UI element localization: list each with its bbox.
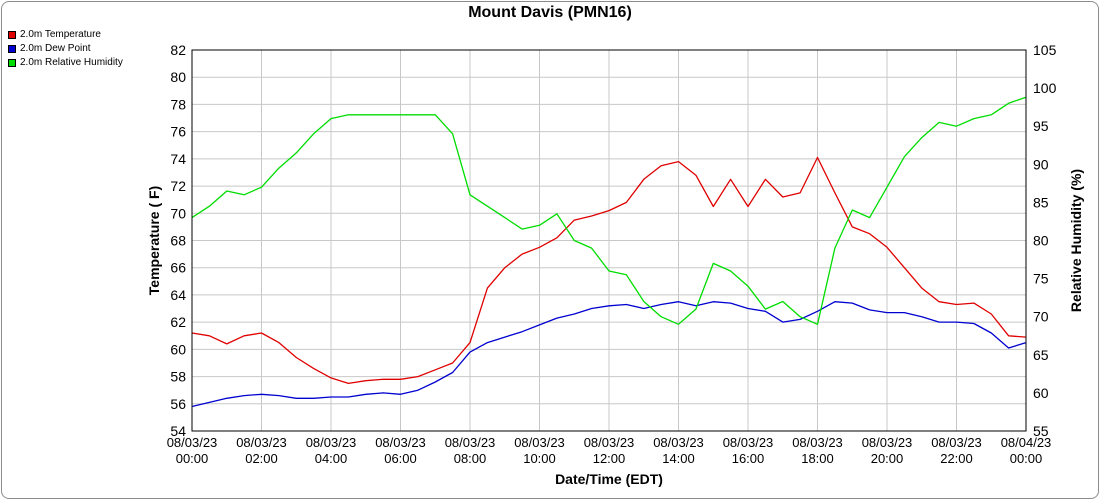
- chart-title: Mount Davis (PMN16): [468, 4, 632, 21]
- legend-label-relative-humidity: 2.0m Relative Humidity: [20, 57, 123, 68]
- x-tick-date-label: 08/03/23: [306, 435, 357, 450]
- x-tick-time-label: 20:00: [871, 451, 904, 466]
- legend-swatch-temperature: [8, 31, 16, 39]
- y2-tick-label: 80: [1033, 233, 1049, 249]
- x-tick-date-label: 08/03/23: [931, 435, 982, 450]
- series-line-2: [191, 96, 1027, 325]
- x-tick-date-label: 08/03/23: [445, 435, 496, 450]
- x-tick-time-label: 18:00: [801, 451, 834, 466]
- x-tick-time-label: 16:00: [732, 451, 765, 466]
- y-tick-label: 70: [170, 205, 186, 221]
- y-tick-label: 62: [170, 314, 186, 330]
- legend-item-relative-humidity: 2.0m Relative Humidity: [8, 56, 123, 70]
- legend-swatch-relative-humidity: [8, 59, 16, 67]
- y2-tick-label: 90: [1033, 156, 1049, 172]
- y-tick-label: 58: [170, 369, 186, 385]
- x-tick-time-label: 12:00: [593, 451, 626, 466]
- legend-item-temperature: 2.0m Temperature: [8, 28, 123, 42]
- legend-label-temperature: 2.0m Temperature: [20, 29, 101, 40]
- y-tick-label: 56: [170, 396, 186, 412]
- y2-tick-label: 75: [1033, 271, 1049, 287]
- y2-tick-label: 100: [1033, 80, 1057, 96]
- y-tick-label: 72: [170, 178, 186, 194]
- y-tick-label: 66: [170, 260, 186, 276]
- plot-area-border: [191, 49, 1027, 432]
- x-tick-date-label: 08/03/23: [167, 435, 218, 450]
- y2-tick-label: 95: [1033, 118, 1049, 134]
- x-tick-time-label: 06:00: [384, 451, 417, 466]
- x-axis-label: Date/Time (EDT): [555, 471, 663, 487]
- x-tick-time-label: 00:00: [176, 451, 209, 466]
- y2-tick-label: 105: [1033, 42, 1057, 58]
- y-tick-label: 74: [170, 151, 186, 167]
- x-tick-date-label: 08/03/23: [375, 435, 426, 450]
- x-tick-time-label: 10:00: [523, 451, 556, 466]
- x-tick-date-label: 08/03/23: [723, 435, 774, 450]
- series-line-0: [191, 156, 1027, 385]
- x-tick-date-label: 08/03/23: [236, 435, 287, 450]
- y-tick-label: 78: [170, 96, 186, 112]
- y-tick-label: 54: [170, 423, 186, 439]
- y-tick-label: 64: [170, 287, 186, 303]
- legend-swatch-dew-point: [8, 45, 16, 53]
- x-tick-time-label: 14:00: [662, 451, 695, 466]
- x-tick-date-label: 08/03/23: [792, 435, 843, 450]
- y-tick-label: 82: [170, 42, 186, 58]
- x-tick-date-label: 08/03/23: [584, 435, 635, 450]
- x-tick-time-label: 00:00: [1010, 451, 1043, 466]
- x-tick-time-label: 22:00: [940, 451, 973, 466]
- y-tick-label: 80: [170, 69, 186, 85]
- x-tick-time-label: 04:00: [315, 451, 348, 466]
- y-tick-label: 68: [170, 233, 186, 249]
- y2-tick-label: 55: [1033, 423, 1049, 439]
- y2-tick-label: 85: [1033, 194, 1049, 210]
- series-line-1: [191, 301, 1027, 408]
- y-tick-label: 76: [170, 124, 186, 140]
- y2-axis-label: Relative Humidity (%): [1068, 169, 1084, 312]
- legend-label-dew-point: 2.0m Dew Point: [20, 43, 91, 54]
- x-tick-date-label: 08/04/23: [1001, 435, 1052, 450]
- chart-legend: 2.0m Temperature 2.0m Dew Point 2.0m Rel…: [8, 28, 123, 70]
- x-tick-time-label: 08:00: [454, 451, 487, 466]
- x-tick-date-label: 08/03/23: [862, 435, 913, 450]
- legend-item-dew-point: 2.0m Dew Point: [8, 42, 123, 56]
- y2-tick-label: 60: [1033, 385, 1049, 401]
- x-tick-time-label: 02:00: [245, 451, 278, 466]
- y2-tick-label: 70: [1033, 309, 1049, 325]
- y-axis-label: Temperature ( F): [146, 186, 162, 295]
- x-tick-date-label: 08/03/23: [653, 435, 704, 450]
- y-tick-label: 60: [170, 341, 186, 357]
- y2-tick-label: 65: [1033, 347, 1049, 363]
- x-tick-date-label: 08/03/23: [514, 435, 565, 450]
